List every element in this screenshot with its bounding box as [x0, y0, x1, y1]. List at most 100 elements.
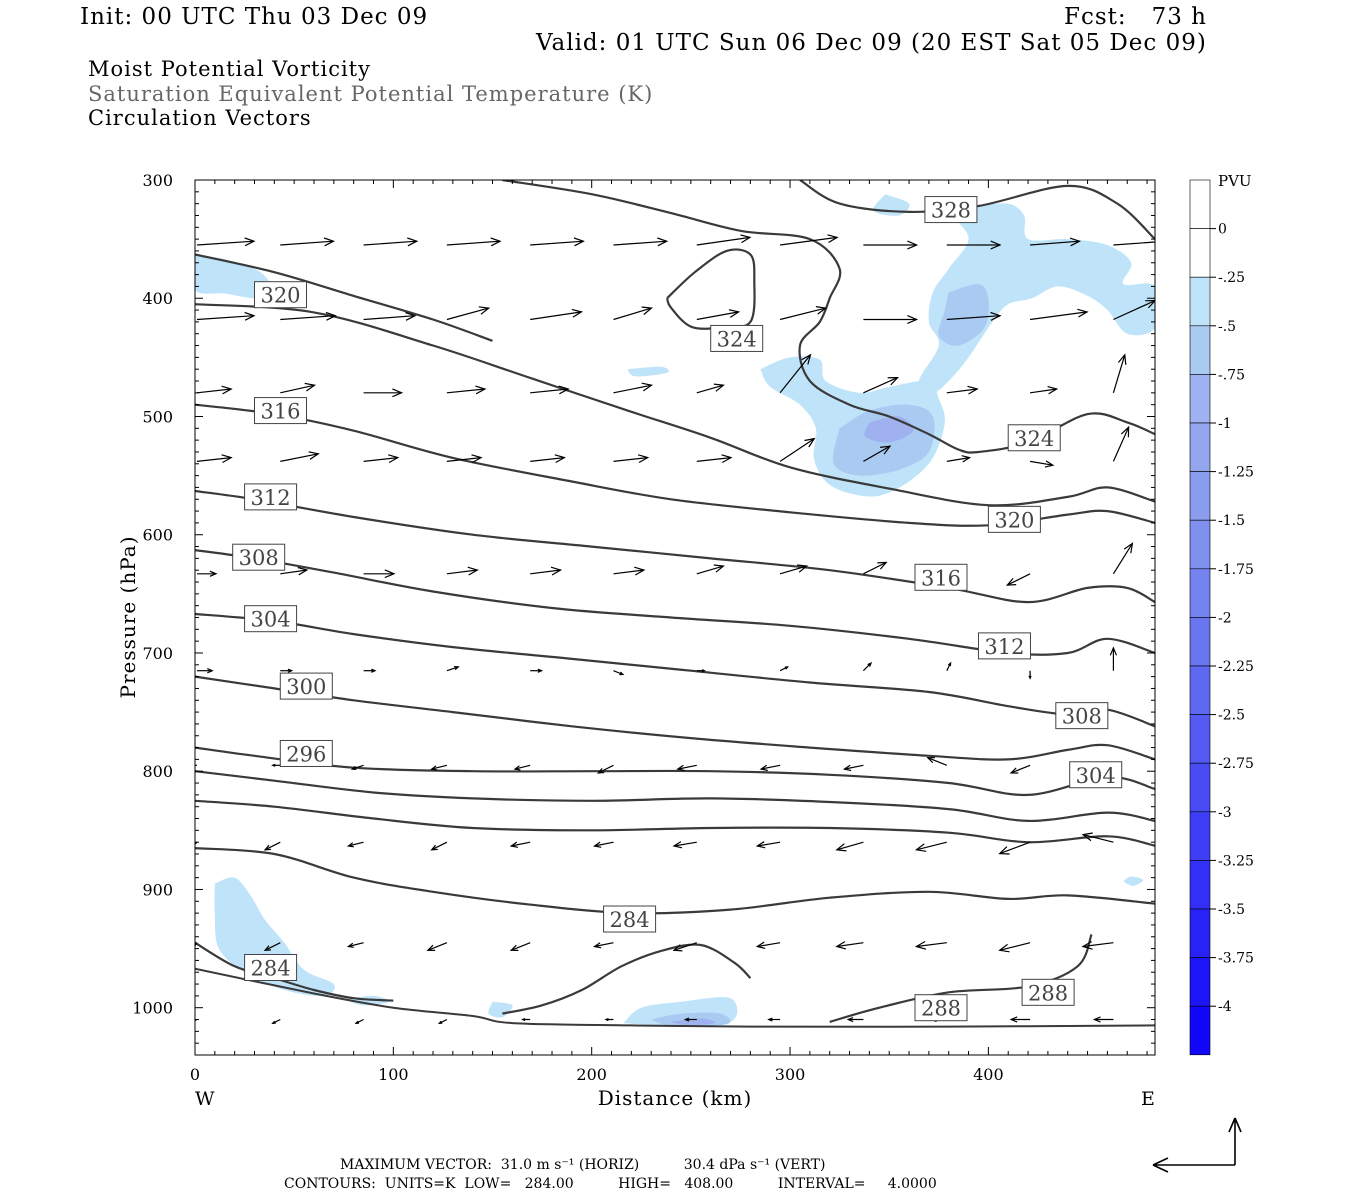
vector-head	[1117, 353, 1127, 365]
vector-head	[426, 944, 436, 951]
y-tick-label: 300	[142, 171, 173, 190]
vector-head	[961, 455, 972, 463]
colorbar-swatch	[1189, 762, 1211, 813]
vector-arrow	[946, 455, 972, 463]
contour-label: 284	[603, 905, 657, 933]
vector-shaft	[779, 565, 807, 575]
vector-arrow	[863, 561, 888, 575]
vector-head	[521, 1017, 526, 1022]
vector-arrow	[513, 764, 531, 771]
contour-label-box	[244, 954, 298, 981]
contour-label-text: 296	[286, 742, 326, 766]
vector-shaft	[280, 384, 315, 394]
y-tick-label: 800	[142, 762, 173, 781]
theta-contour-layer	[195, 180, 1155, 1028]
contour-label-text: 284	[251, 957, 291, 981]
vector-shaft	[427, 942, 448, 951]
x-axis-left-end-label: W	[195, 1088, 215, 1110]
vector-shaft	[196, 315, 255, 321]
vector-shaft	[446, 569, 478, 575]
contour-label-box	[603, 905, 657, 933]
vector-head	[713, 564, 725, 573]
contour-label-text: 288	[921, 997, 961, 1021]
vector-arrow	[780, 234, 839, 246]
vector-arrow	[779, 564, 809, 575]
contour-label: 288	[914, 994, 968, 1022]
vector-arrow	[530, 566, 563, 576]
vector-head	[967, 385, 979, 395]
vector-arrow	[1081, 832, 1114, 843]
vector-head	[193, 765, 194, 766]
contour-label: 316	[254, 397, 308, 425]
vector-head	[701, 669, 706, 673]
vector-arrow	[263, 942, 281, 951]
vector-arrow	[197, 668, 214, 674]
vector-shaft	[446, 388, 485, 394]
vector-head	[713, 383, 725, 392]
vector-head	[1081, 940, 1093, 950]
contour-label-box	[710, 324, 764, 352]
vector-head	[672, 944, 683, 952]
vector-shaft	[1112, 543, 1133, 575]
colorbar-label: -3.25	[1218, 853, 1254, 869]
vector-shaft	[1030, 460, 1053, 466]
vector-head	[471, 454, 483, 464]
vector-shaft	[352, 764, 364, 770]
vector-head	[990, 311, 1002, 321]
contour-label-text: 300	[286, 675, 326, 699]
vector-arrow	[363, 311, 417, 321]
vector-arrow	[696, 234, 752, 246]
vector-head	[877, 561, 888, 570]
vector-head	[1044, 460, 1055, 468]
contour-label: 328	[924, 196, 978, 224]
vector-shaft	[196, 388, 232, 394]
contour-label-text: 316	[260, 400, 300, 424]
vector-head	[346, 842, 354, 848]
vector-arrow	[280, 451, 320, 462]
vector-head	[815, 306, 828, 315]
vector-head	[550, 566, 563, 576]
vector-head	[767, 1017, 773, 1022]
vector-head	[926, 757, 935, 764]
vector-arrow	[346, 942, 364, 948]
vector-arrow	[363, 388, 404, 398]
contour-label-box	[244, 605, 298, 633]
vector-head	[437, 1020, 443, 1024]
vector-shaft	[613, 457, 648, 462]
vector-shaft	[510, 942, 531, 951]
contour-label-text: 308	[239, 546, 279, 570]
theta-284-left-line	[195, 941, 394, 1002]
vector-head	[990, 240, 1002, 250]
vector-shaft	[696, 457, 732, 462]
colorbar-swatch	[1189, 908, 1211, 958]
colorbar-label: -3.75	[1218, 951, 1254, 967]
vector-shaft	[348, 942, 364, 948]
vector-arrow	[509, 942, 531, 951]
vector-arrow	[437, 1018, 448, 1024]
colorbar-label: -2	[1218, 610, 1232, 626]
vector-arrow	[196, 237, 256, 247]
vector-arrow	[592, 942, 614, 949]
vector-head	[513, 765, 521, 771]
pv-region-0	[195, 254, 271, 299]
vector-arrow	[354, 1018, 364, 1024]
vector-shaft	[916, 942, 947, 948]
vector-arrow	[946, 661, 952, 671]
colorbar-swatch	[1189, 714, 1211, 764]
vector-shaft	[196, 457, 232, 462]
vector-shaft	[264, 841, 281, 851]
field-title-theta: Saturation Equivalent Potential Temperat…	[88, 82, 654, 106]
vector-shaft	[613, 670, 624, 676]
vector-head	[186, 848, 191, 853]
vector-head	[573, 237, 585, 247]
vector-head	[1120, 425, 1130, 438]
vector-arrow	[946, 385, 979, 395]
theta-296a-line	[195, 799, 1155, 847]
contour-label: 312	[244, 483, 298, 511]
vector-shaft	[431, 764, 448, 770]
vector-shaft	[613, 307, 652, 321]
contour-label-text: 312	[251, 486, 291, 510]
vector-head	[1081, 832, 1093, 842]
vector-arrow	[696, 564, 725, 575]
vector-head	[1145, 299, 1155, 309]
